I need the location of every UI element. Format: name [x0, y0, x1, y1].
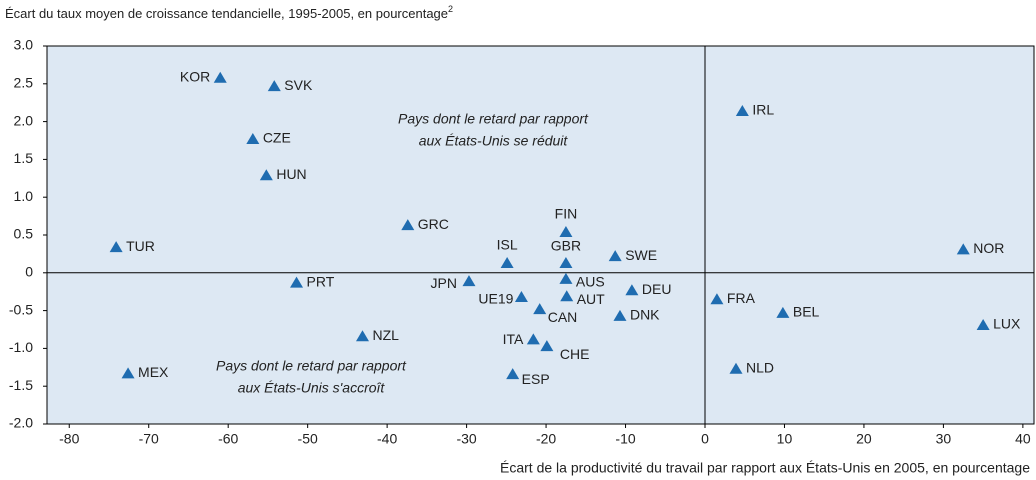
marker: [401, 219, 415, 231]
x-tick-label: 20: [856, 431, 872, 447]
marker: [506, 368, 520, 380]
x-tick-label: -10: [615, 431, 635, 447]
point-label: NOR: [973, 240, 1004, 256]
marker: [259, 169, 273, 181]
marker: [526, 333, 540, 345]
annotation: aux États-Unis se réduit: [419, 133, 569, 149]
marker: [956, 243, 970, 255]
marker: [613, 309, 627, 321]
plot-background: [46, 45, 1035, 425]
point-label: PRT: [307, 273, 335, 289]
marker: [213, 71, 227, 83]
point-label: NZL: [372, 327, 399, 343]
y-tick-label: -2.0: [9, 415, 33, 431]
x-tick-label: -60: [218, 431, 238, 447]
x-tick-label: -80: [59, 431, 79, 447]
point-label: DEU: [642, 281, 672, 297]
marker: [710, 293, 724, 305]
y-tick-label: 3.0: [14, 37, 34, 53]
point-label: AUT: [577, 291, 605, 307]
y-tick-label: 2.5: [14, 75, 34, 91]
y-tick-label: -1.5: [9, 377, 33, 393]
marker: [355, 330, 369, 342]
x-tick-label: 30: [936, 431, 952, 447]
point-label: KOR: [180, 68, 210, 84]
marker: [514, 290, 528, 302]
marker: [559, 225, 573, 237]
point-label: IRL: [752, 102, 774, 118]
marker: [533, 303, 547, 315]
x-tick-label: -70: [139, 431, 159, 447]
marker: [246, 132, 260, 144]
marker: [109, 241, 123, 253]
y-tick-label: -1.0: [9, 339, 33, 355]
annotation: aux États-Unis s'accroît: [238, 380, 386, 396]
marker: [976, 318, 990, 330]
point-label: LUX: [993, 316, 1021, 332]
x-tick-label: -30: [456, 431, 476, 447]
marker: [500, 256, 514, 268]
y-tick-label: 1.5: [14, 150, 34, 166]
marker: [559, 256, 573, 268]
point-label: HUN: [276, 166, 306, 182]
marker: [608, 250, 622, 262]
point-label: FRA: [727, 290, 756, 306]
point-label: SWE: [625, 247, 657, 263]
point-label: ITA: [503, 331, 524, 347]
marker: [560, 290, 574, 302]
point-label: UE19: [478, 291, 513, 307]
point-label: GBR: [551, 238, 581, 254]
x-tick-label: -50: [298, 431, 318, 447]
marker: [267, 80, 281, 92]
annotation: Pays dont le retard par rapport: [216, 358, 407, 374]
point-label: SVK: [284, 77, 313, 93]
x-axis-label: Écart de la productivité du travail par …: [500, 460, 1030, 476]
point-label: CHE: [560, 346, 590, 362]
x-tick-label: -20: [536, 431, 556, 447]
point-label: NLD: [746, 360, 774, 376]
x-tick-label: 0: [701, 431, 709, 447]
marker: [776, 306, 790, 318]
point-label: CZE: [263, 130, 291, 146]
marker: [625, 284, 639, 296]
point-label: AUS: [576, 274, 605, 290]
marker: [559, 272, 573, 284]
x-tick-label: 10: [777, 431, 793, 447]
point-label: ISL: [497, 237, 518, 253]
point-label: BEL: [793, 304, 820, 320]
y-tick-label: 0: [25, 264, 33, 280]
annotation: Pays dont le retard par rapport: [398, 111, 589, 127]
point-label: GRC: [418, 216, 449, 232]
y-tick-label: 2.0: [14, 112, 34, 128]
marker: [462, 275, 476, 287]
marker: [540, 340, 554, 352]
marker: [290, 276, 304, 288]
x-tick-label: -40: [377, 431, 397, 447]
marker: [121, 367, 135, 379]
y-tick-label: 1.0: [14, 188, 34, 204]
y-tick-label: 0.5: [14, 226, 34, 242]
point-label: CAN: [548, 309, 578, 325]
point-label: ESP: [522, 371, 550, 387]
chart-title: Écart du taux moyen de croissance tendan…: [5, 4, 453, 21]
point-label: JPN: [431, 275, 457, 291]
point-label: MEX: [138, 364, 169, 380]
point-label: FIN: [555, 206, 578, 222]
marker: [735, 105, 749, 117]
marker: [729, 362, 743, 374]
point-label: TUR: [126, 238, 155, 254]
y-tick-label: -0.5: [9, 301, 33, 317]
point-label: DNK: [630, 307, 660, 323]
x-tick-label: 40: [1015, 431, 1031, 447]
